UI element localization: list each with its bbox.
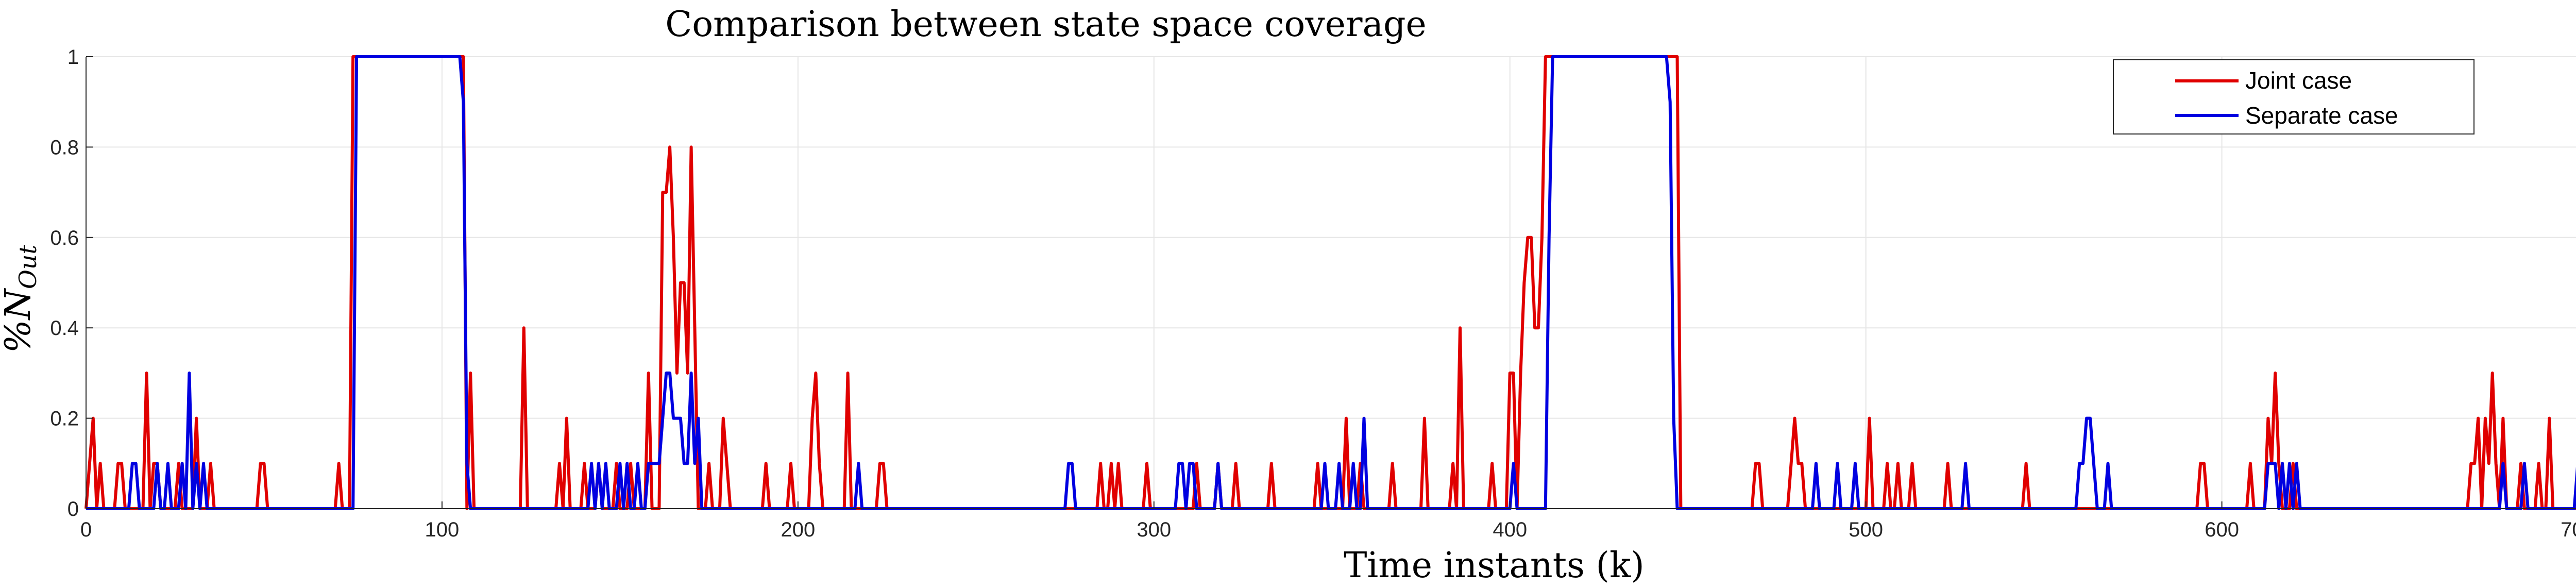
x-tick-label: 100 xyxy=(425,518,460,541)
axes: 0 100 200 300 400 500 600 700 0 0.2 0.4 0.6 0.8 1 xyxy=(50,46,2576,541)
x-tick-label: 500 xyxy=(1849,518,1883,541)
x-tick-label: 400 xyxy=(1493,518,1527,541)
joint-case-series-line xyxy=(84,55,2576,510)
y-tick-label: 0.8 xyxy=(50,136,79,159)
y-tick-label: 0 xyxy=(67,498,79,520)
x-tick-label: 0 xyxy=(80,518,92,541)
y-tick-label: 1 xyxy=(67,46,79,69)
legend-separate-label: Separate case xyxy=(2245,102,2398,129)
x-tick-label: 200 xyxy=(781,518,815,541)
x-axis-label: Time instants (k) xyxy=(1344,545,1645,586)
chart-title: Comparison between state space coverage xyxy=(665,4,1427,45)
x-tick-label: 600 xyxy=(2205,518,2239,541)
grid xyxy=(86,56,2576,509)
y-tick-label: 0.4 xyxy=(50,317,79,340)
y-axis-label: %NOut xyxy=(0,245,42,353)
legend: Joint case Separate case xyxy=(2113,59,2475,135)
y-tick-label: 0.2 xyxy=(50,408,79,430)
y-tick-label: 0.6 xyxy=(50,227,79,249)
x-tick-label: 700 xyxy=(2561,518,2576,541)
legend-joint-label: Joint case xyxy=(2245,67,2352,94)
x-tick-label: 300 xyxy=(1137,518,1171,541)
legend-box xyxy=(2113,59,2475,135)
